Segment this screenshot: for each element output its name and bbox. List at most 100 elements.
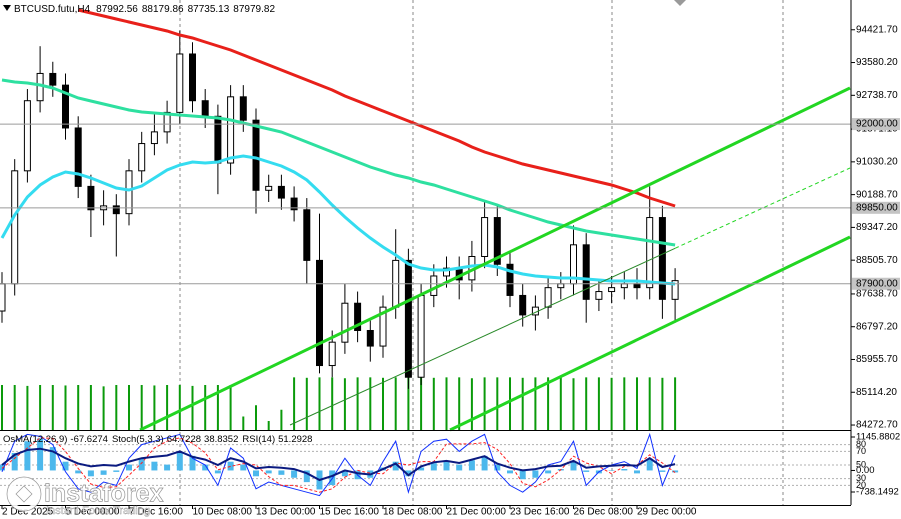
volume-bar bbox=[102, 386, 105, 430]
volume-bar bbox=[242, 416, 245, 430]
x-tick-label: 18 Dec 08:00 bbox=[383, 507, 443, 518]
watermark-tagline: Instant Forex Trading bbox=[46, 505, 150, 517]
moving-average bbox=[77, 8, 676, 208]
oscillator-level-label: 80 bbox=[856, 439, 866, 449]
volume-bar bbox=[420, 377, 423, 430]
y-tick-label: 85955.70 bbox=[856, 354, 898, 365]
osma-bar bbox=[113, 470, 120, 472]
ohlc-value: 87735.13 bbox=[188, 4, 230, 15]
oscillator-level-label: 30 bbox=[856, 473, 866, 483]
volume-bar bbox=[597, 377, 600, 430]
volume-bar bbox=[318, 377, 321, 430]
candle-body bbox=[138, 143, 146, 172]
price-level-box bbox=[852, 118, 900, 131]
candle-body bbox=[163, 111, 171, 133]
osma-bar bbox=[418, 467, 425, 471]
volume-bar bbox=[432, 377, 435, 430]
candle-body bbox=[239, 96, 247, 121]
x-tick-label: 21 Dec 00:00 bbox=[447, 507, 507, 518]
osma-bar bbox=[672, 470, 679, 473]
volume-bar bbox=[204, 385, 207, 430]
candle-body bbox=[49, 72, 57, 86]
oscillator-level-label: 20 bbox=[856, 480, 866, 490]
volume-bar bbox=[394, 377, 397, 430]
osma-bar bbox=[202, 464, 209, 471]
trendline bbox=[449, 235, 851, 432]
x-tick-label: 10 Dec 08:00 bbox=[193, 507, 253, 518]
y-tick-label: 93580.20 bbox=[856, 57, 898, 68]
osma-bar bbox=[468, 460, 475, 471]
candle-body bbox=[74, 127, 82, 187]
candle-body bbox=[125, 170, 133, 215]
candle-body bbox=[443, 267, 450, 277]
indicator-value: 64.7228 bbox=[167, 434, 201, 445]
osma-bar bbox=[430, 463, 437, 471]
volume-bar bbox=[534, 377, 537, 430]
volume-bar bbox=[648, 377, 651, 430]
osma-bar bbox=[126, 464, 132, 471]
volume-bar bbox=[293, 377, 296, 430]
volume-bar bbox=[128, 385, 130, 430]
candle-body bbox=[506, 263, 514, 296]
volume-bar bbox=[77, 385, 80, 430]
candle-body bbox=[404, 259, 412, 378]
candle-body bbox=[214, 115, 222, 164]
x-tick-label: 5 Dec 00:00 bbox=[66, 507, 120, 518]
osma-bar bbox=[456, 464, 463, 471]
volume-bar bbox=[470, 378, 473, 430]
candle-body bbox=[11, 170, 19, 285]
moving-average bbox=[0, 154, 676, 286]
y-tick-label: 87638.70 bbox=[856, 289, 898, 300]
osma-bar bbox=[62, 461, 69, 471]
x-tick-label: 23 Dec 16:00 bbox=[510, 507, 570, 518]
volume-bar bbox=[496, 377, 499, 430]
osma-bar bbox=[49, 447, 56, 471]
volume-bar bbox=[407, 377, 410, 430]
candle-body bbox=[481, 217, 489, 257]
osma-bar bbox=[214, 470, 221, 474]
candle-body bbox=[277, 185, 285, 199]
candle-body bbox=[582, 244, 590, 300]
candle-body bbox=[608, 287, 616, 293]
watermark-brand: instaforex bbox=[44, 480, 164, 508]
volume-bar bbox=[674, 377, 677, 430]
volume-bar bbox=[178, 385, 181, 430]
trendline bbox=[139, 86, 851, 432]
volume-bar bbox=[623, 377, 626, 430]
candle-body bbox=[62, 84, 69, 129]
candle-body bbox=[112, 205, 120, 215]
candle-body bbox=[36, 72, 44, 102]
candle-body bbox=[620, 283, 628, 289]
volume-bar bbox=[305, 377, 308, 430]
y-tick-label: 94421.70 bbox=[856, 24, 898, 35]
osma-bar bbox=[37, 438, 44, 471]
symbol-icon bbox=[3, 5, 11, 11]
volume-bar bbox=[153, 385, 156, 430]
candle-body bbox=[544, 287, 552, 308]
plot-layer: 94421.7093580.2092738.7091871.1091030.20… bbox=[0, 8, 900, 518]
osma-bar bbox=[265, 470, 272, 474]
candle-body bbox=[671, 280, 679, 300]
oscillator-line bbox=[1, 437, 676, 493]
price-level-box bbox=[852, 201, 900, 214]
osma-bar bbox=[545, 470, 552, 474]
candle-body bbox=[341, 302, 349, 343]
indicator-value: -67.6274 bbox=[70, 434, 108, 445]
osma-bar bbox=[481, 455, 488, 471]
volume-bar bbox=[216, 385, 219, 430]
osma-bar bbox=[494, 464, 501, 471]
candle-body bbox=[366, 329, 374, 347]
x-tick-label: 15 Dec 16:00 bbox=[320, 507, 380, 518]
shift-marker bbox=[674, 0, 686, 6]
price-level-label: 87900.00 bbox=[856, 278, 898, 289]
candle-body bbox=[557, 283, 565, 289]
volume-bar bbox=[191, 385, 194, 430]
oscillator-line bbox=[1, 447, 676, 482]
volume-bar bbox=[1, 385, 3, 430]
volume-bar bbox=[483, 377, 486, 430]
osma-bar bbox=[570, 461, 577, 471]
indicator-value: 51.2928 bbox=[278, 434, 312, 445]
volume-bar bbox=[547, 377, 550, 430]
osma-bar bbox=[253, 470, 259, 477]
